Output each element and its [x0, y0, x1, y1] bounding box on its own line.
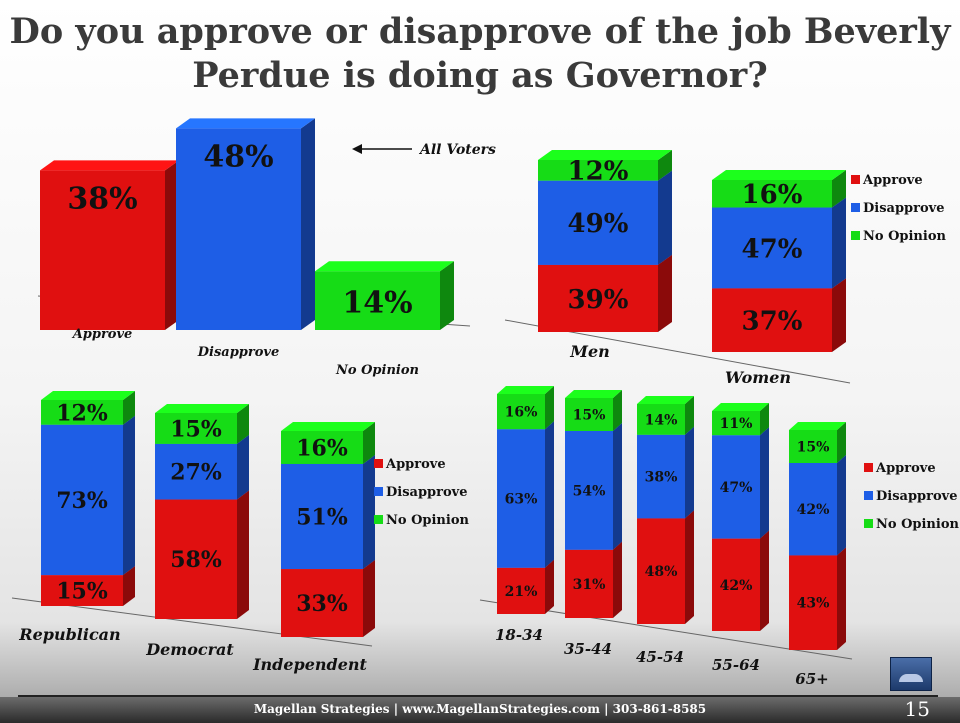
chart4-category-label-65+: 65+: [795, 670, 828, 688]
page-number: 15: [904, 697, 930, 721]
chart3-bar-independent-no-opinion: [281, 422, 375, 464]
chart4-label-35-44-no-opinion: 15%: [573, 408, 606, 424]
chart4-label-65+-no-opinion: 15%: [797, 440, 830, 456]
chart4-category-label-45-54: 45-54: [636, 648, 684, 666]
chart1-category-label-no-opinion: No Opinion: [335, 363, 419, 378]
chart4-label-45-54-disapprove: 38%: [645, 470, 678, 486]
chart3-bar-republican-disapprove: [41, 415, 135, 576]
chart4-label-55-64-approve: 42%: [720, 578, 753, 594]
chart4-label-18-34-disapprove: 63%: [505, 492, 538, 508]
chart3-label-democrat-no-opinion: 15%: [170, 416, 222, 442]
chart4-bar-65+-no-opinion: [789, 422, 846, 463]
title-line-2: Perdue is doing as Governor?: [192, 55, 768, 96]
chart4-label-65+-disapprove: 42%: [797, 502, 830, 518]
chart3-category-label-republican: Republican: [18, 625, 120, 644]
chart3-label-republican-approve: 15%: [56, 578, 108, 604]
chart4-legend-swatch-no-opinion: [864, 519, 873, 528]
chart4-bar-35-44-disapprove: [565, 423, 622, 550]
chart4-legend-no-opinion: No Opinion: [876, 517, 959, 532]
chart2-bar-women-no-opinion: [712, 170, 846, 208]
chart4-legend-swatch-disapprove: [864, 491, 873, 500]
chart4-label-55-64-no-opinion: 11%: [720, 416, 753, 432]
all-voters-arrow-head: [352, 144, 362, 154]
chart1-value-label-0: 38%: [67, 181, 137, 216]
chart3-label-democrat-disapprove: 27%: [170, 460, 222, 486]
chart4-label-65+-approve: 43%: [797, 596, 830, 612]
chart3-bar-democrat-approve: [155, 490, 249, 619]
chart1-bar-no-opinion: [315, 261, 454, 330]
chart4-legend-swatch-approve: [864, 463, 873, 472]
chart2-label-men-approve: 39%: [568, 285, 629, 315]
chart2-legend-disapprove: Disapprove: [863, 201, 944, 216]
chart3-category-label-democrat: Democrat: [145, 640, 234, 659]
chart3-label-independent-no-opinion: 16%: [296, 435, 348, 461]
chart2-bar-men-no-opinion: [538, 150, 672, 181]
chart3-label-republican-no-opinion: 12%: [56, 400, 108, 426]
chart3-legend-approve: Approve: [385, 457, 446, 472]
chart1-category-label-disapprove: Disapprove: [197, 345, 279, 360]
chart4-bar-45-54-no-opinion: [637, 396, 694, 435]
chart3-category-label-independent: Independent: [252, 655, 367, 674]
chart4-category-label-35-44: 35-44: [564, 640, 612, 658]
chart1-category-label-approve: Approve: [71, 327, 133, 342]
title-line-1: Do you approve or disapprove of the job …: [9, 11, 951, 52]
chart4-bar-35-44-no-opinion: [565, 390, 622, 431]
chart3-bar-republican-no-opinion: [41, 391, 135, 425]
chart3-legend-swatch-disapprove: [374, 487, 383, 496]
chart4-bar-55-64-no-opinion: [712, 403, 769, 436]
chart4-bar-18-34-disapprove: [497, 421, 554, 568]
chart3-legend-swatch-approve: [374, 459, 383, 468]
chart2-category-label-men: Men: [569, 342, 610, 361]
chart2-label-men-no-opinion: 12%: [568, 157, 629, 187]
chart3-label-republican-disapprove: 73%: [56, 488, 108, 514]
chart4-label-35-44-disapprove: 54%: [573, 483, 606, 499]
chart4-label-18-34-approve: 21%: [505, 584, 538, 600]
chart4-label-45-54-no-opinion: 14%: [645, 412, 678, 428]
chart1-value-label-1: 48%: [203, 139, 273, 174]
chart2-legend-swatch-disapprove: [851, 203, 860, 212]
chart2-legend-swatch-no-opinion: [851, 231, 860, 240]
chart2-legend-no-opinion: No Opinion: [863, 229, 946, 244]
chart3-label-independent-approve: 33%: [296, 591, 348, 617]
all-voters-label: All Voters: [418, 142, 496, 158]
chart2-category-label-women: Women: [725, 368, 791, 387]
chart3-legend-swatch-no-opinion: [374, 515, 383, 524]
chart2-label-men-disapprove: 49%: [568, 209, 629, 239]
chart2-legend-approve: Approve: [862, 173, 923, 188]
slide-title: Do you approve or disapprove of the job …: [0, 10, 960, 98]
chart2-label-women-no-opinion: 16%: [742, 180, 803, 210]
footer-text: Magellan Strategies | www.MagellanStrate…: [253, 702, 707, 716]
chart1-bar-approve: [40, 160, 179, 330]
chart3-bar-democrat-no-opinion: [155, 404, 249, 444]
chart1-value-label-2: 14%: [342, 286, 412, 321]
chart4-label-55-64-disapprove: 47%: [720, 480, 753, 496]
charts-canvas: 38% 48% 14% Approve Disapprove No Opinion All …: [11, 118, 959, 688]
chart3-legend-disapprove: Disapprove: [386, 485, 467, 500]
chart3-label-democrat-approve: 58%: [170, 547, 222, 573]
chart4-label-18-34-no-opinion: 16%: [505, 405, 538, 421]
chart4-legend-approve: Approve: [875, 461, 936, 476]
chart4-legend-disapprove: Disapprove: [876, 489, 957, 504]
chart3-label-independent-disapprove: 51%: [296, 504, 348, 530]
chart2-legend-swatch-approve: [851, 175, 860, 184]
footer-divider: [18, 695, 938, 697]
chart4-label-45-54-approve: 48%: [645, 564, 678, 580]
chart4-category-label-55-64: 55-64: [712, 656, 760, 674]
chart4-bar-35-44-approve: [565, 541, 622, 618]
chart4-category-label-18-34: 18-34: [495, 626, 543, 644]
chart3-legend-no-opinion: No Opinion: [386, 513, 469, 528]
magellan-logo: [890, 657, 932, 691]
footer-bar: [0, 697, 960, 723]
chart4-label-35-44-approve: 31%: [573, 577, 606, 593]
chart2-label-women-disapprove: 47%: [742, 234, 803, 264]
chart4-bar-18-34-no-opinion: [497, 386, 554, 430]
chart1-bar-disapprove: [176, 118, 315, 331]
chart2-label-women-approve: 37%: [742, 307, 803, 337]
chart4-bar-45-54-approve: [637, 510, 694, 624]
